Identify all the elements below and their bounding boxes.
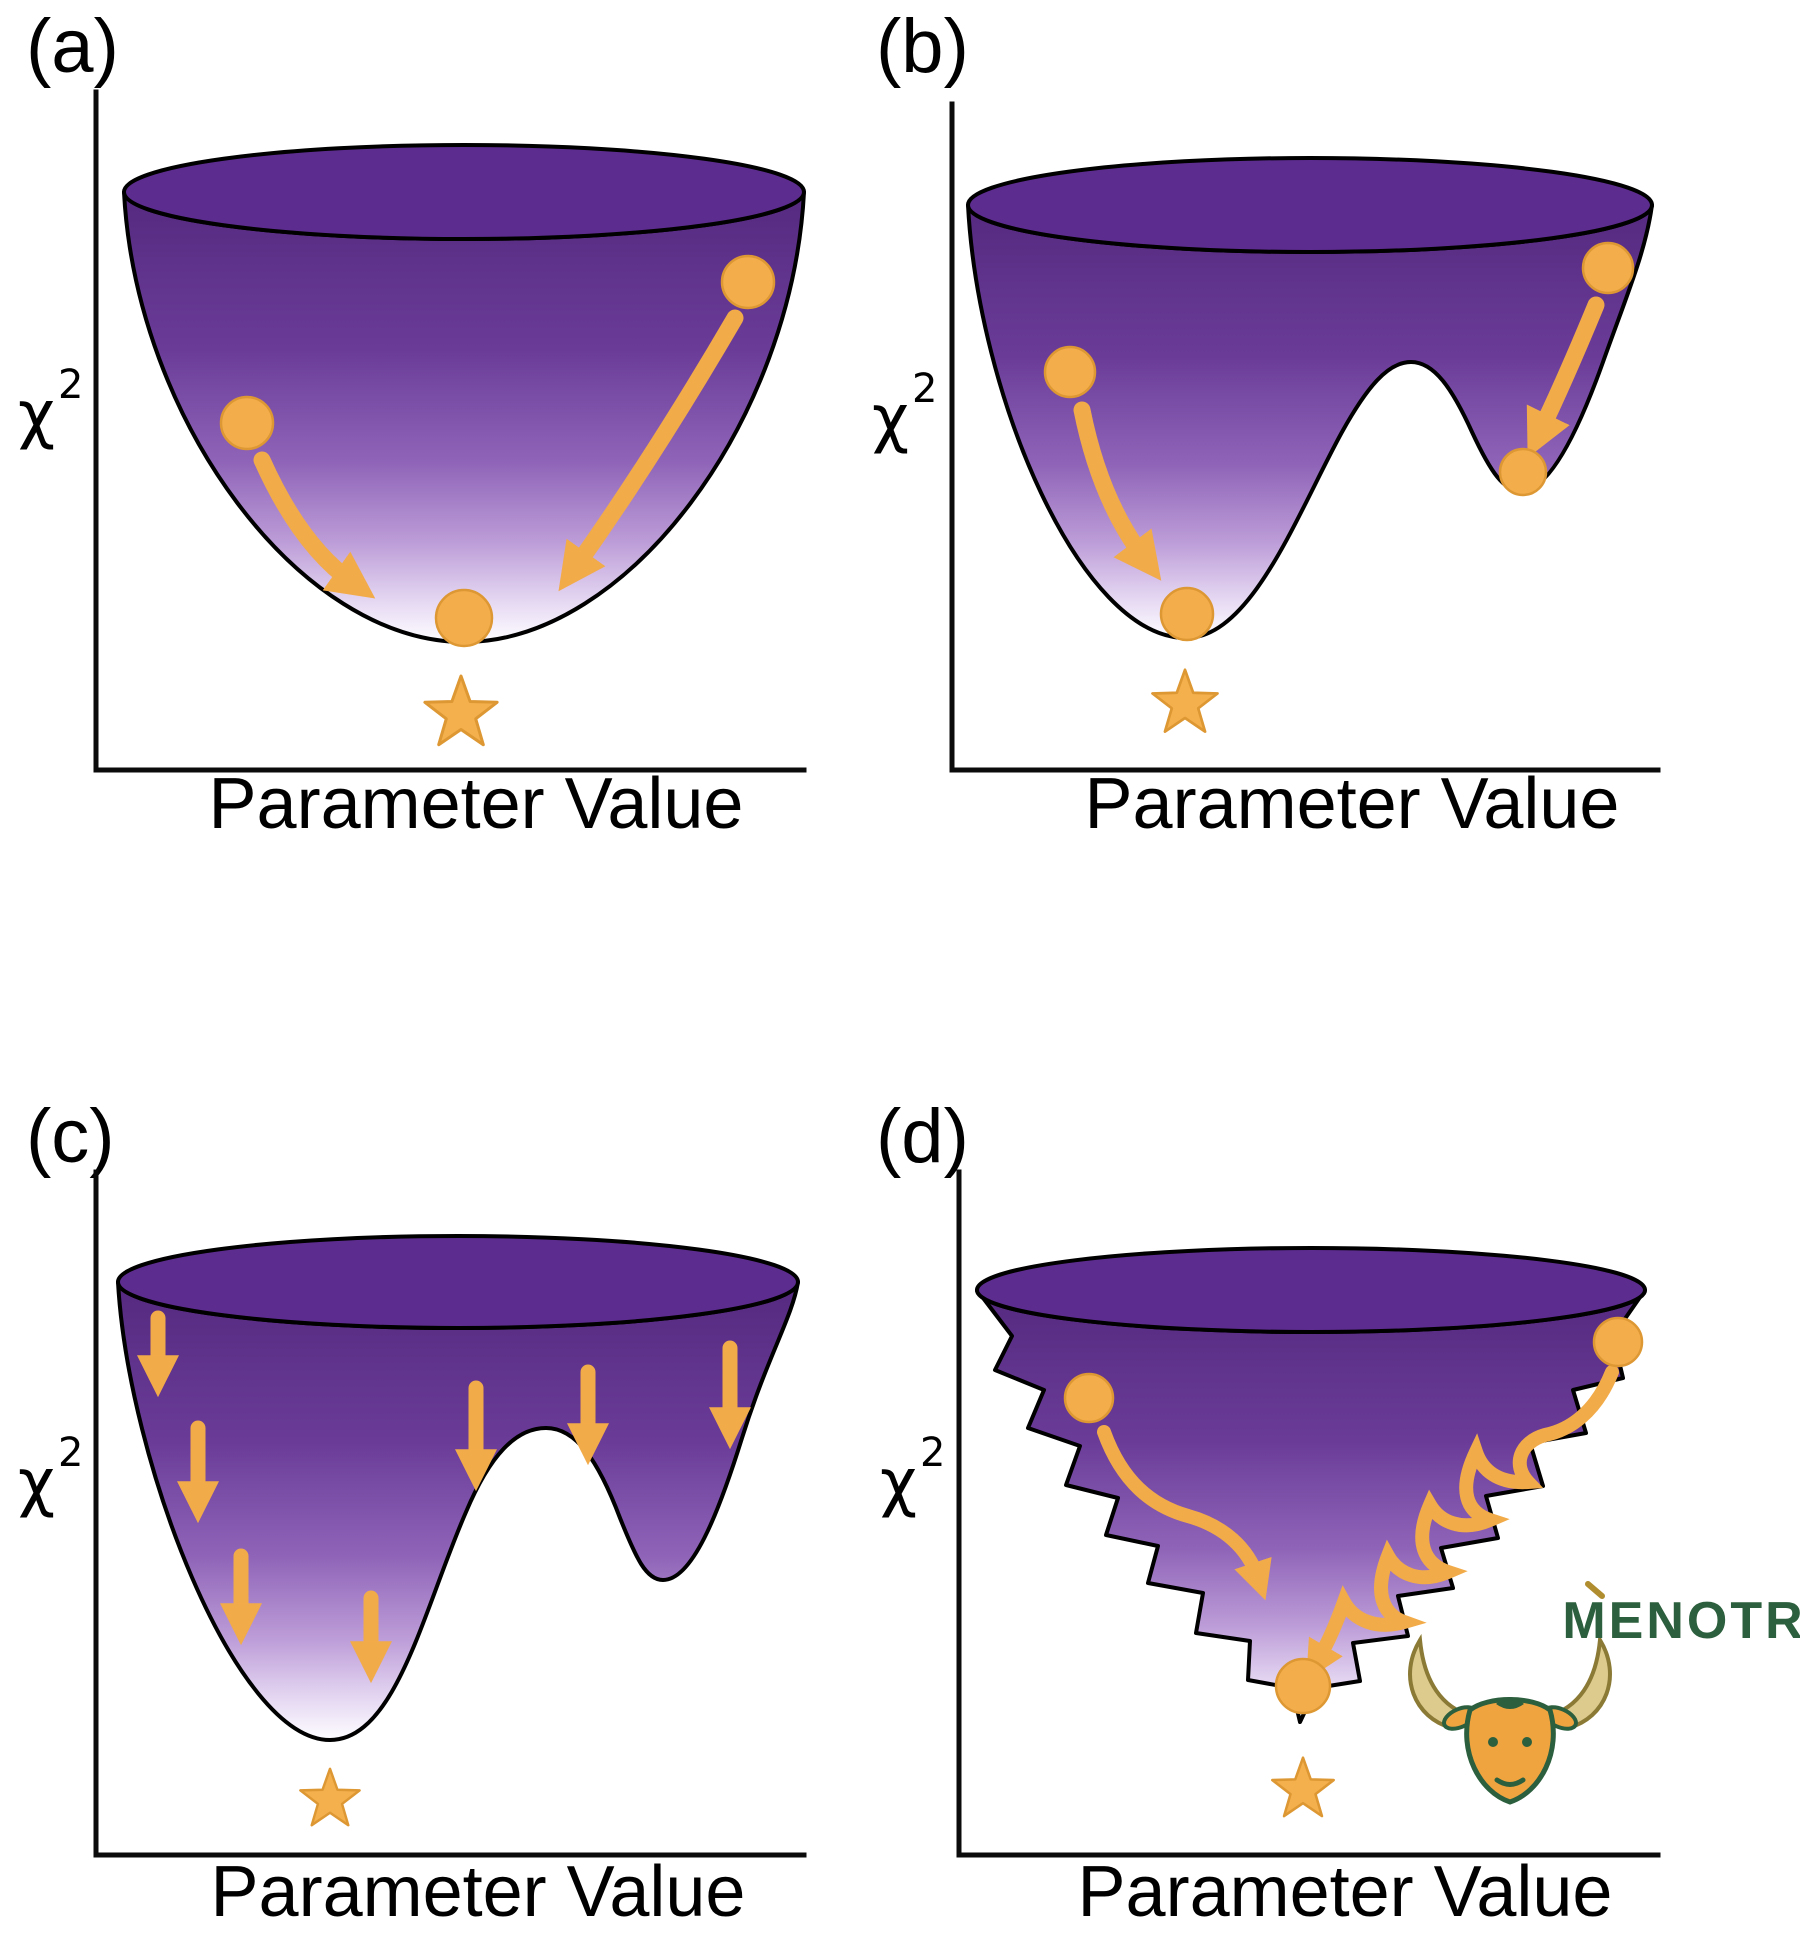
surface-rim-a — [122, 143, 806, 241]
parameter-ball-a-left — [219, 395, 275, 451]
parameter-ball-b-local-minimum — [1498, 447, 1548, 497]
menotr-logo: MENOTR — [1408, 1581, 1800, 1805]
panel-b-xlabel: Parameter Value — [1085, 764, 1620, 844]
panel-d-tag: (d) — [876, 1094, 969, 1179]
parameter-ball-b-right — [1581, 241, 1635, 295]
bull-muzzle — [1494, 1777, 1526, 1787]
global-minimum-star-c — [299, 1767, 361, 1827]
parameter-ball-d-right — [1592, 1316, 1644, 1368]
panel-c: (c) χ 2 Parameter Value — [18, 1094, 807, 1932]
bull-icon — [1408, 1633, 1612, 1805]
global-minimum-star-b — [1151, 668, 1219, 733]
panel-d-ylabel-chi: χ — [880, 1446, 917, 1520]
bull-forelock — [1496, 1697, 1524, 1709]
parameter-ball-b-left — [1043, 345, 1097, 399]
panel-b-ylabel-chi: χ — [872, 382, 909, 456]
panel-c-xlabel: Parameter Value — [211, 1852, 746, 1932]
chi2-surface-d — [975, 1288, 1647, 1724]
descent-arrow-a-left — [253, 451, 376, 599]
logo-wordmark: MENOTR — [1562, 1592, 1800, 1650]
chi2-surface-c — [116, 1280, 800, 1742]
panel-a-ylabel-chi: χ — [18, 378, 55, 452]
bull-left-eye — [1488, 1737, 1498, 1747]
panel-b-ylabel-exponent: 2 — [912, 366, 937, 412]
panel-a-ylabel-exponent: 2 — [58, 362, 83, 408]
panel-d: (d) χ 2 Parameter Value — [876, 1094, 1661, 1932]
panel-b-tag: (b) — [876, 4, 969, 89]
descent-arrow-b-right — [1526, 296, 1605, 458]
panel-c-ylabel-chi: χ — [18, 1446, 55, 1520]
parameter-ball-d-left — [1063, 1372, 1115, 1424]
stochastic-path-arrow-right — [1306, 1365, 1619, 1681]
surface-rim-b — [966, 156, 1654, 254]
global-minimum-star-a — [423, 674, 499, 747]
surface-rim-d — [975, 1246, 1647, 1334]
panel-b: (b) χ 2 Parameter Value — [872, 4, 1661, 844]
parameter-ball-a-right — [720, 254, 776, 310]
parameter-ball-d-minimum — [1274, 1657, 1332, 1715]
global-minimum-star-d — [1271, 1756, 1335, 1818]
parameter-ball-a-minimum — [434, 588, 494, 648]
descent-arrow-a-right — [558, 309, 744, 592]
parameter-ball-b-global-minimum — [1159, 586, 1215, 642]
panel-a-tag: (a) — [26, 4, 119, 89]
panel-d-axes — [956, 1169, 1661, 1858]
panel-d-xlabel: Parameter Value — [1078, 1852, 1613, 1932]
panel-c-axes — [93, 1169, 807, 1858]
panel-d-ylabel-exponent: 2 — [920, 1430, 945, 1476]
logo-accent-mark — [1585, 1581, 1605, 1599]
panel-c-tag: (c) — [26, 1094, 115, 1179]
panel-c-ylabel-exponent: 2 — [58, 1430, 83, 1476]
panel-a-axes — [93, 89, 807, 773]
descent-arrow-b-left — [1073, 401, 1162, 581]
bull-right-horn — [1542, 1633, 1612, 1731]
bull-right-eye — [1522, 1737, 1532, 1747]
panel-a: (a) χ 2 Parameter Value — [18, 4, 807, 844]
surface-rim-c — [116, 1234, 800, 1330]
stochastic-path-arrow-left — [1097, 1425, 1272, 1601]
panel-b-axes — [949, 101, 1661, 773]
bull-left-horn — [1408, 1633, 1478, 1731]
panel-a-xlabel: Parameter Value — [209, 764, 744, 844]
